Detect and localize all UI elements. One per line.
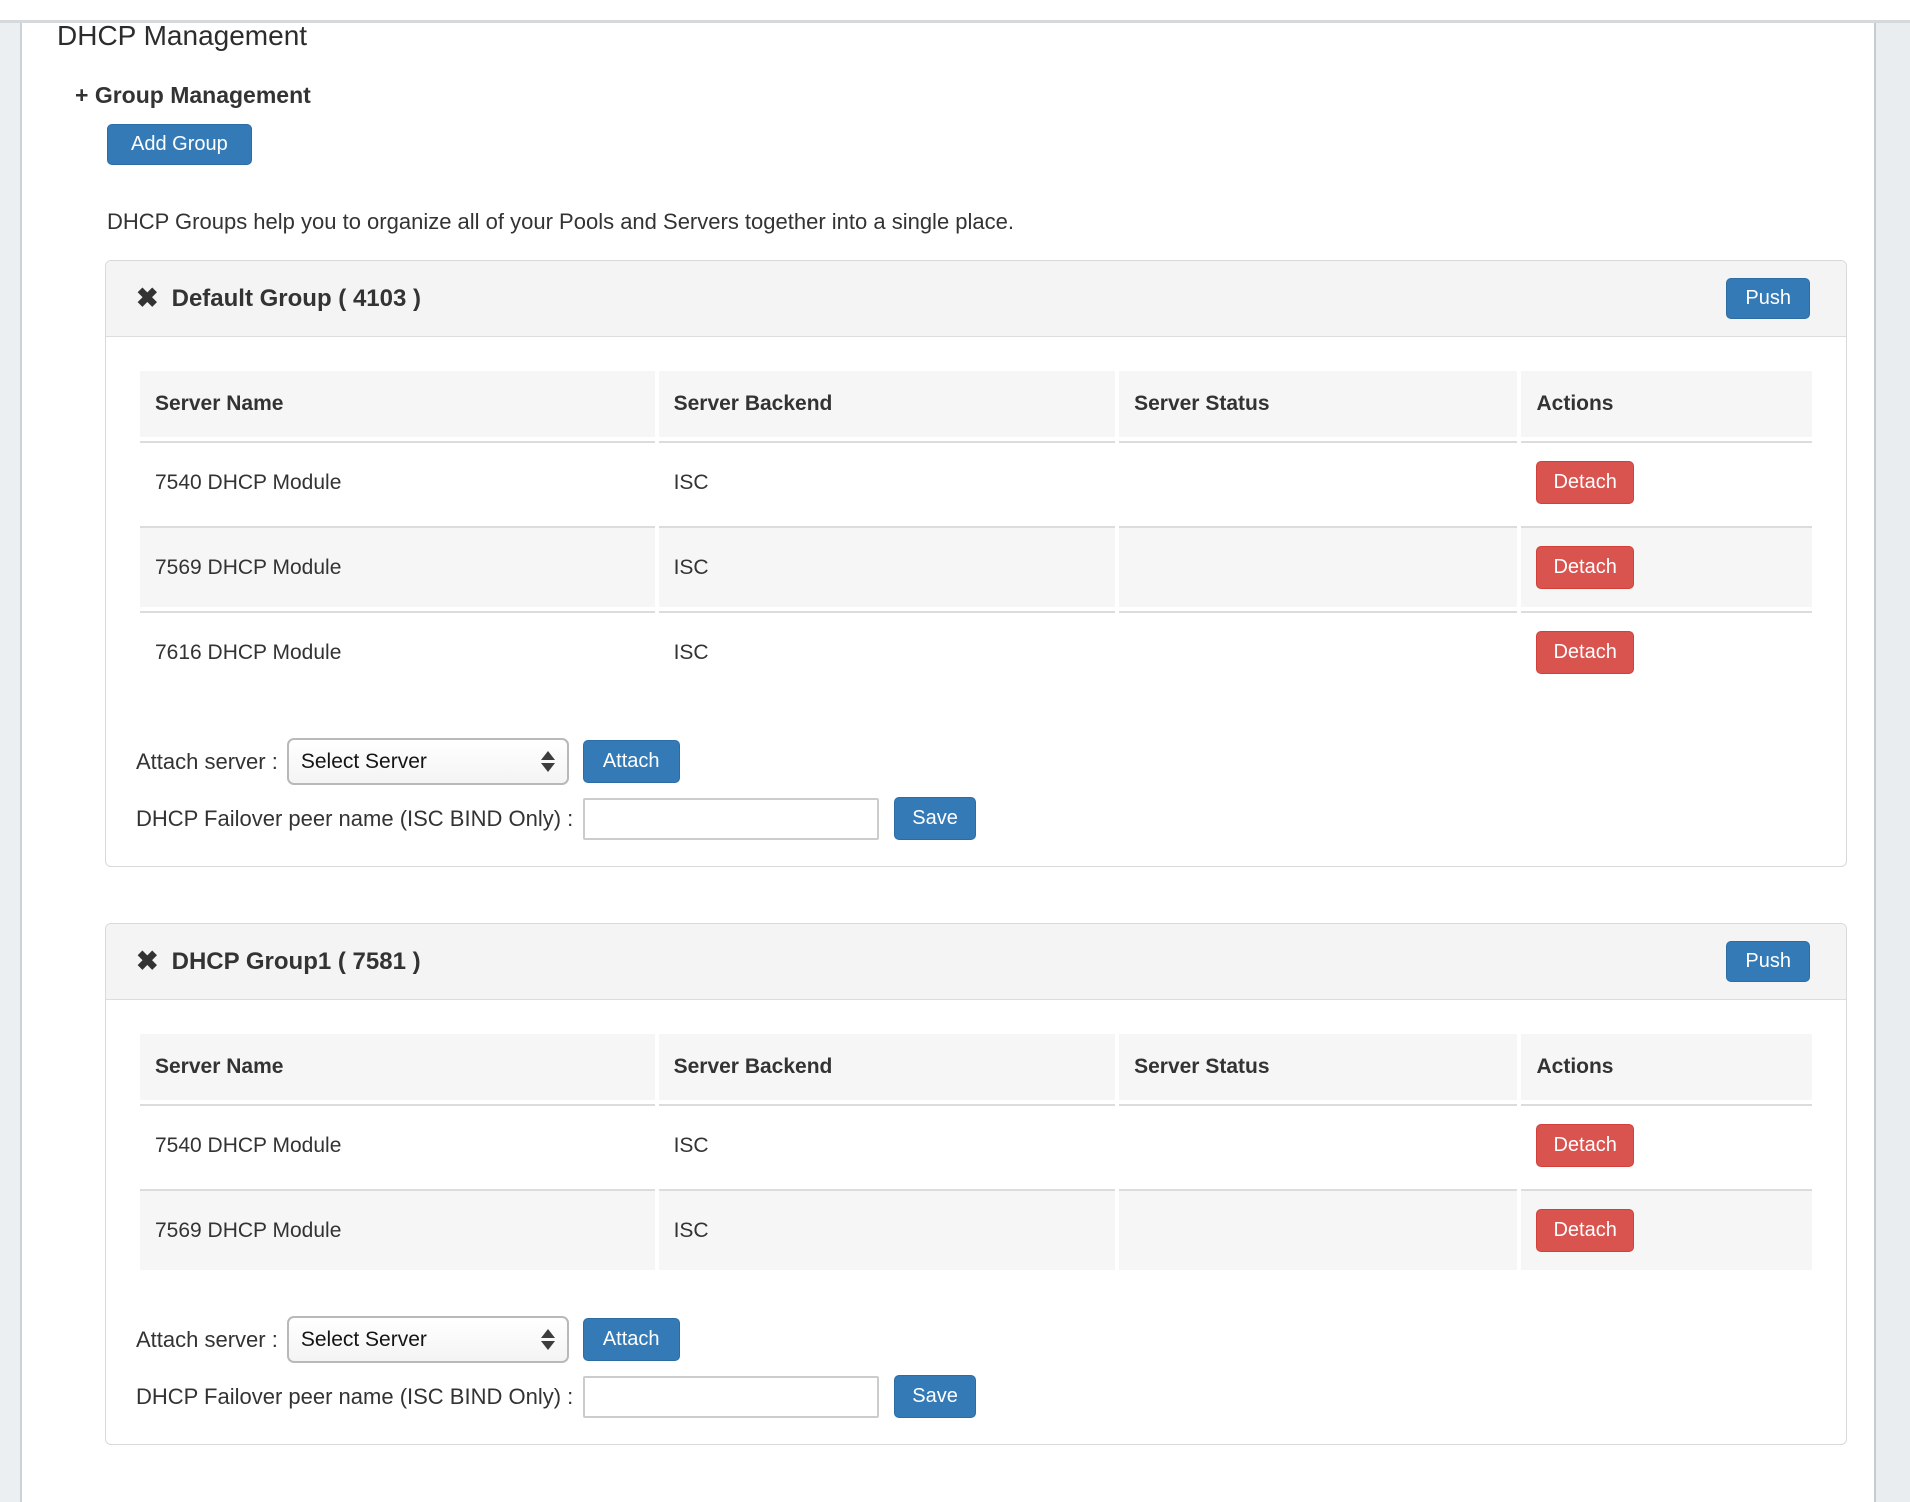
server-select[interactable]: Select Server [286, 738, 569, 785]
col-header-actions: Actions [1521, 371, 1812, 437]
servers-table: Server Name Server Backend Server Status… [136, 367, 1816, 696]
push-button[interactable]: Push [1726, 278, 1810, 319]
add-group-button[interactable]: Add Group [107, 124, 252, 165]
window-left-gutter [0, 20, 22, 1502]
server-select[interactable]: Select Server [286, 1316, 569, 1363]
server-backend-cell: ISC [658, 441, 1116, 522]
table-row: 7616 DHCP Module ISC Detach [140, 611, 1812, 692]
group-panel-body: Server Name Server Backend Server Status… [106, 1000, 1846, 1444]
col-header-server-status: Server Status [1119, 371, 1518, 437]
server-backend-cell: ISC [658, 1189, 1116, 1270]
push-button[interactable]: Push [1726, 941, 1810, 982]
server-status-cell [1119, 526, 1518, 607]
server-status-cell [1119, 441, 1518, 522]
failover-peer-name-input[interactable] [583, 1375, 880, 1418]
failover-row: DHCP Failover peer name (ISC BIND Only) … [136, 1375, 1816, 1418]
failover-label: DHCP Failover peer name (ISC BIND Only) … [136, 805, 574, 831]
detach-button[interactable]: Detach [1536, 546, 1634, 589]
table-row: 7540 DHCP Module ISC Detach [140, 441, 1812, 522]
col-header-server-status: Server Status [1119, 1034, 1518, 1100]
server-backend-cell: ISC [658, 611, 1116, 692]
server-select-value: Select Server [300, 1327, 427, 1351]
window-top-border [0, 20, 1910, 23]
group-panel-body: Server Name Server Backend Server Status… [106, 337, 1846, 866]
detach-button[interactable]: Detach [1536, 1209, 1634, 1252]
window-right-gutter [1874, 20, 1910, 1502]
server-status-cell [1119, 1104, 1518, 1185]
detach-button[interactable]: Detach [1536, 631, 1634, 674]
server-select-value: Select Server [300, 749, 427, 773]
server-name-cell: 7569 DHCP Module [140, 526, 655, 607]
server-name-cell: 7616 DHCP Module [140, 611, 655, 692]
attach-server-row: Attach server : Select Server Attach [136, 1316, 1816, 1363]
col-header-server-name: Server Name [140, 371, 655, 437]
attach-button[interactable]: Attach [582, 740, 680, 783]
table-row: 7540 DHCP Module ISC Detach [140, 1104, 1812, 1185]
failover-label: DHCP Failover peer name (ISC BIND Only) … [136, 1383, 574, 1409]
col-header-server-backend: Server Backend [658, 1034, 1116, 1100]
actions-cell: Detach [1521, 441, 1812, 522]
actions-cell: Detach [1521, 611, 1812, 692]
attach-server-label: Attach server : [136, 1326, 278, 1352]
actions-cell: Detach [1521, 526, 1812, 607]
table-row: 7569 DHCP Module ISC Detach [140, 1189, 1812, 1270]
group-panel-default-group: ✖ Default Group ( 4103 ) Push Server Nam… [105, 260, 1847, 867]
group-title: Default Group ( 4103 ) [171, 284, 421, 312]
server-status-cell [1119, 1189, 1518, 1270]
groups-description: DHCP Groups help you to organize all of … [107, 209, 1014, 234]
table-row: 7569 DHCP Module ISC Detach [140, 526, 1812, 607]
actions-cell: Detach [1521, 1189, 1812, 1270]
save-button[interactable]: Save [894, 797, 976, 840]
server-backend-cell: ISC [658, 526, 1116, 607]
table-header-row: Server Name Server Backend Server Status… [140, 1034, 1812, 1100]
failover-peer-name-input[interactable] [583, 797, 880, 840]
server-status-cell [1119, 611, 1518, 692]
group-panel-header: ✖ Default Group ( 4103 ) Push [106, 261, 1846, 337]
attach-server-row: Attach server : Select Server Attach [136, 738, 1816, 785]
actions-cell: Detach [1521, 1104, 1812, 1185]
group-panel-dhcp-group1: ✖ DHCP Group1 ( 7581 ) Push Server Name … [105, 923, 1847, 1445]
select-arrows-icon [540, 751, 555, 772]
server-name-cell: 7569 DHCP Module [140, 1189, 655, 1270]
attach-server-label: Attach server : [136, 748, 278, 774]
col-header-server-backend: Server Backend [658, 371, 1116, 437]
select-arrows-icon [540, 1329, 555, 1350]
server-name-cell: 7540 DHCP Module [140, 441, 655, 522]
col-header-server-name: Server Name [140, 1034, 655, 1100]
remove-group-icon[interactable]: ✖ [136, 283, 159, 313]
failover-row: DHCP Failover peer name (ISC BIND Only) … [136, 797, 1816, 840]
detach-button[interactable]: Detach [1536, 461, 1634, 504]
table-header-row: Server Name Server Backend Server Status… [140, 371, 1812, 437]
page-title: DHCP Management [57, 20, 308, 51]
section-title-group-management: + Group Management [75, 82, 311, 108]
servers-table: Server Name Server Backend Server Status… [136, 1030, 1816, 1274]
col-header-actions: Actions [1521, 1034, 1812, 1100]
remove-group-icon[interactable]: ✖ [136, 946, 159, 976]
group-panel-header: ✖ DHCP Group1 ( 7581 ) Push [106, 924, 1846, 1000]
server-name-cell: 7540 DHCP Module [140, 1104, 655, 1185]
detach-button[interactable]: Detach [1536, 1124, 1634, 1167]
save-button[interactable]: Save [894, 1375, 976, 1418]
attach-button[interactable]: Attach [582, 1318, 680, 1361]
server-backend-cell: ISC [658, 1104, 1116, 1185]
group-title: DHCP Group1 ( 7581 ) [171, 947, 421, 975]
